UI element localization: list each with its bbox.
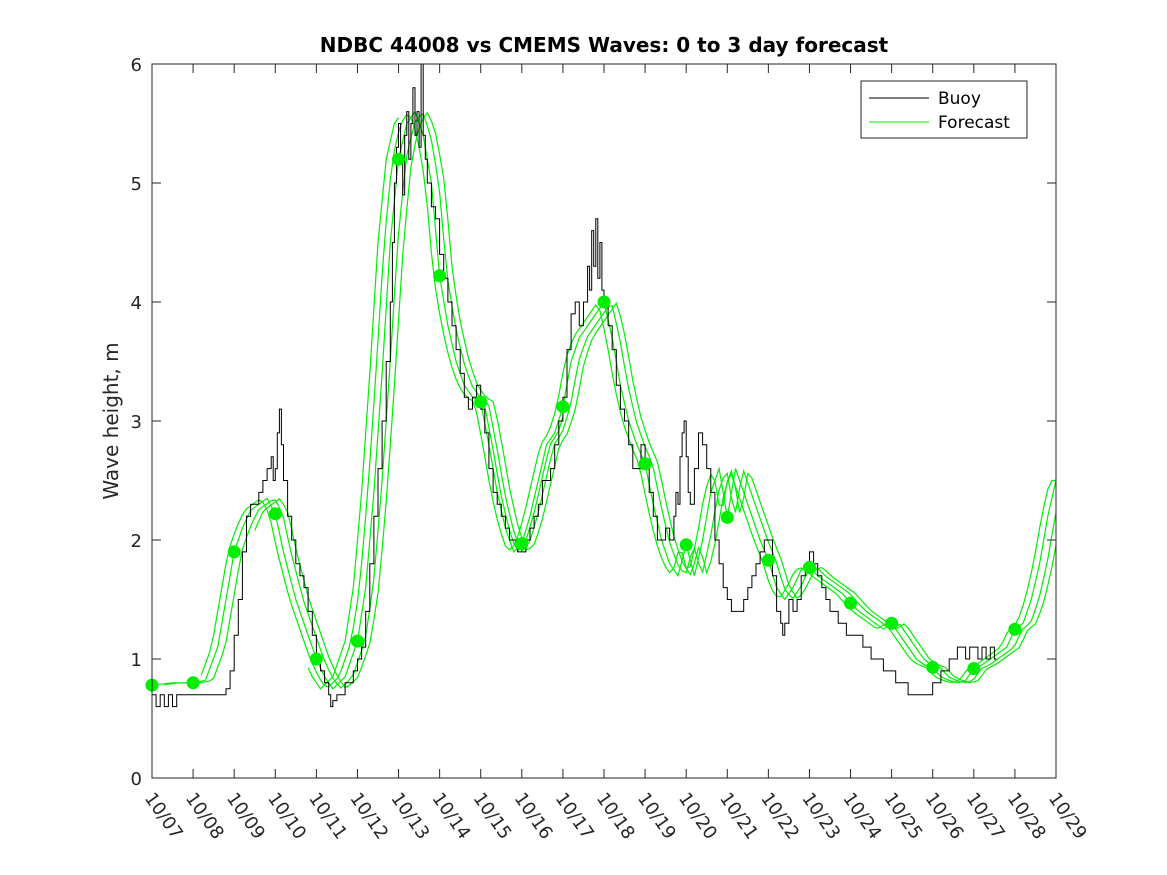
y-tick-label: 6 bbox=[131, 55, 142, 76]
x-tick-label: 10/28 bbox=[1003, 789, 1050, 844]
plot-lines bbox=[151, 63, 1057, 708]
y-axis-label: Wave height, m bbox=[99, 342, 123, 499]
forecast-line-3 bbox=[200, 113, 1056, 688]
forecast-marker-14 bbox=[679, 538, 693, 552]
x-tick-label: 10/17 bbox=[551, 789, 598, 844]
x-tick-label: 10/22 bbox=[756, 789, 803, 844]
forecast-marker-19 bbox=[885, 616, 899, 630]
forecast-line-4 bbox=[254, 111, 1057, 689]
forecast-marker-17 bbox=[803, 560, 816, 574]
x-tick-label: 10/18 bbox=[592, 789, 639, 844]
x-tick-label: 10/24 bbox=[838, 789, 885, 844]
forecast-marker-11 bbox=[556, 400, 570, 414]
forecast-marker-22 bbox=[1008, 622, 1022, 636]
forecast-marker-5 bbox=[309, 652, 323, 666]
x-tick-label: 10/23 bbox=[797, 789, 844, 844]
plot-frame bbox=[151, 63, 1057, 779]
forecast-markers bbox=[145, 152, 1022, 692]
forecast-marker-2 bbox=[186, 676, 200, 690]
y-tick-label: 0 bbox=[131, 769, 142, 790]
forecast-marker-3 bbox=[227, 545, 241, 559]
x-tick-label: 10/16 bbox=[510, 789, 557, 844]
x-tick-label: 10/27 bbox=[962, 789, 1009, 844]
x-tick-label: 10/13 bbox=[386, 789, 433, 844]
chart-title: NDBC 44008 vs CMEMS Waves: 0 to 3 day fo… bbox=[320, 33, 889, 57]
forecast-marker-21 bbox=[967, 662, 981, 675]
x-tick-label: 10/25 bbox=[880, 789, 927, 844]
y-axis: 0 1 2 3 4 5 6 bbox=[131, 55, 1056, 790]
x-tick-label: 10/11 bbox=[304, 789, 351, 844]
legend-buoy-label: Buoy bbox=[938, 89, 981, 109]
legend-box bbox=[860, 80, 1028, 139]
forecast-marker-18 bbox=[844, 596, 857, 610]
forecast-line-1 bbox=[151, 110, 1057, 690]
x-tick-label: 10/19 bbox=[633, 789, 680, 844]
x-tick-label: 10/29 bbox=[1044, 789, 1091, 844]
y-tick-label: 5 bbox=[131, 174, 142, 195]
forecast-marker-20 bbox=[926, 660, 940, 674]
forecast-marker-12 bbox=[597, 295, 611, 309]
legend-forecast-label: Forecast bbox=[938, 113, 1010, 133]
x-tick-label: 10/20 bbox=[674, 789, 721, 844]
forecast-marker-7 bbox=[392, 152, 405, 166]
y-tick-label: 2 bbox=[131, 531, 142, 552]
forecast-line-5 bbox=[307, 117, 399, 690]
x-tick-label: 10/10 bbox=[263, 789, 310, 844]
y-tick-label: 1 bbox=[131, 650, 142, 671]
x-tick-label: 10/26 bbox=[921, 789, 968, 844]
x-tick-label: 10/14 bbox=[428, 789, 475, 844]
legend: Buoy Forecast bbox=[860, 80, 1028, 139]
forecast-marker-10 bbox=[515, 537, 529, 551]
forecast-marker-6 bbox=[351, 634, 364, 648]
forecast-marker-15 bbox=[720, 510, 734, 524]
y-tick-label: 3 bbox=[131, 412, 142, 433]
forecast-marker-8 bbox=[433, 269, 447, 283]
x-axis: 10/0710/0810/0910/1010/1110/1210/1310/14… bbox=[140, 64, 1091, 843]
x-tick-label: 10/21 bbox=[715, 789, 762, 844]
x-tick-label: 10/07 bbox=[140, 789, 187, 844]
forecast-marker-9 bbox=[474, 395, 488, 409]
forecast-marker-4 bbox=[268, 507, 282, 521]
forecast-marker-13 bbox=[638, 457, 652, 471]
x-tick-label: 10/09 bbox=[222, 789, 269, 844]
buoy-line bbox=[152, 63, 997, 708]
x-tick-label: 10/08 bbox=[181, 789, 228, 844]
forecast-line-2 bbox=[164, 113, 1057, 689]
forecast-marker-16 bbox=[761, 553, 775, 567]
x-tick-label: 10/15 bbox=[469, 789, 516, 844]
y-tick-label: 4 bbox=[131, 293, 142, 314]
x-tick-label: 10/12 bbox=[345, 789, 392, 844]
